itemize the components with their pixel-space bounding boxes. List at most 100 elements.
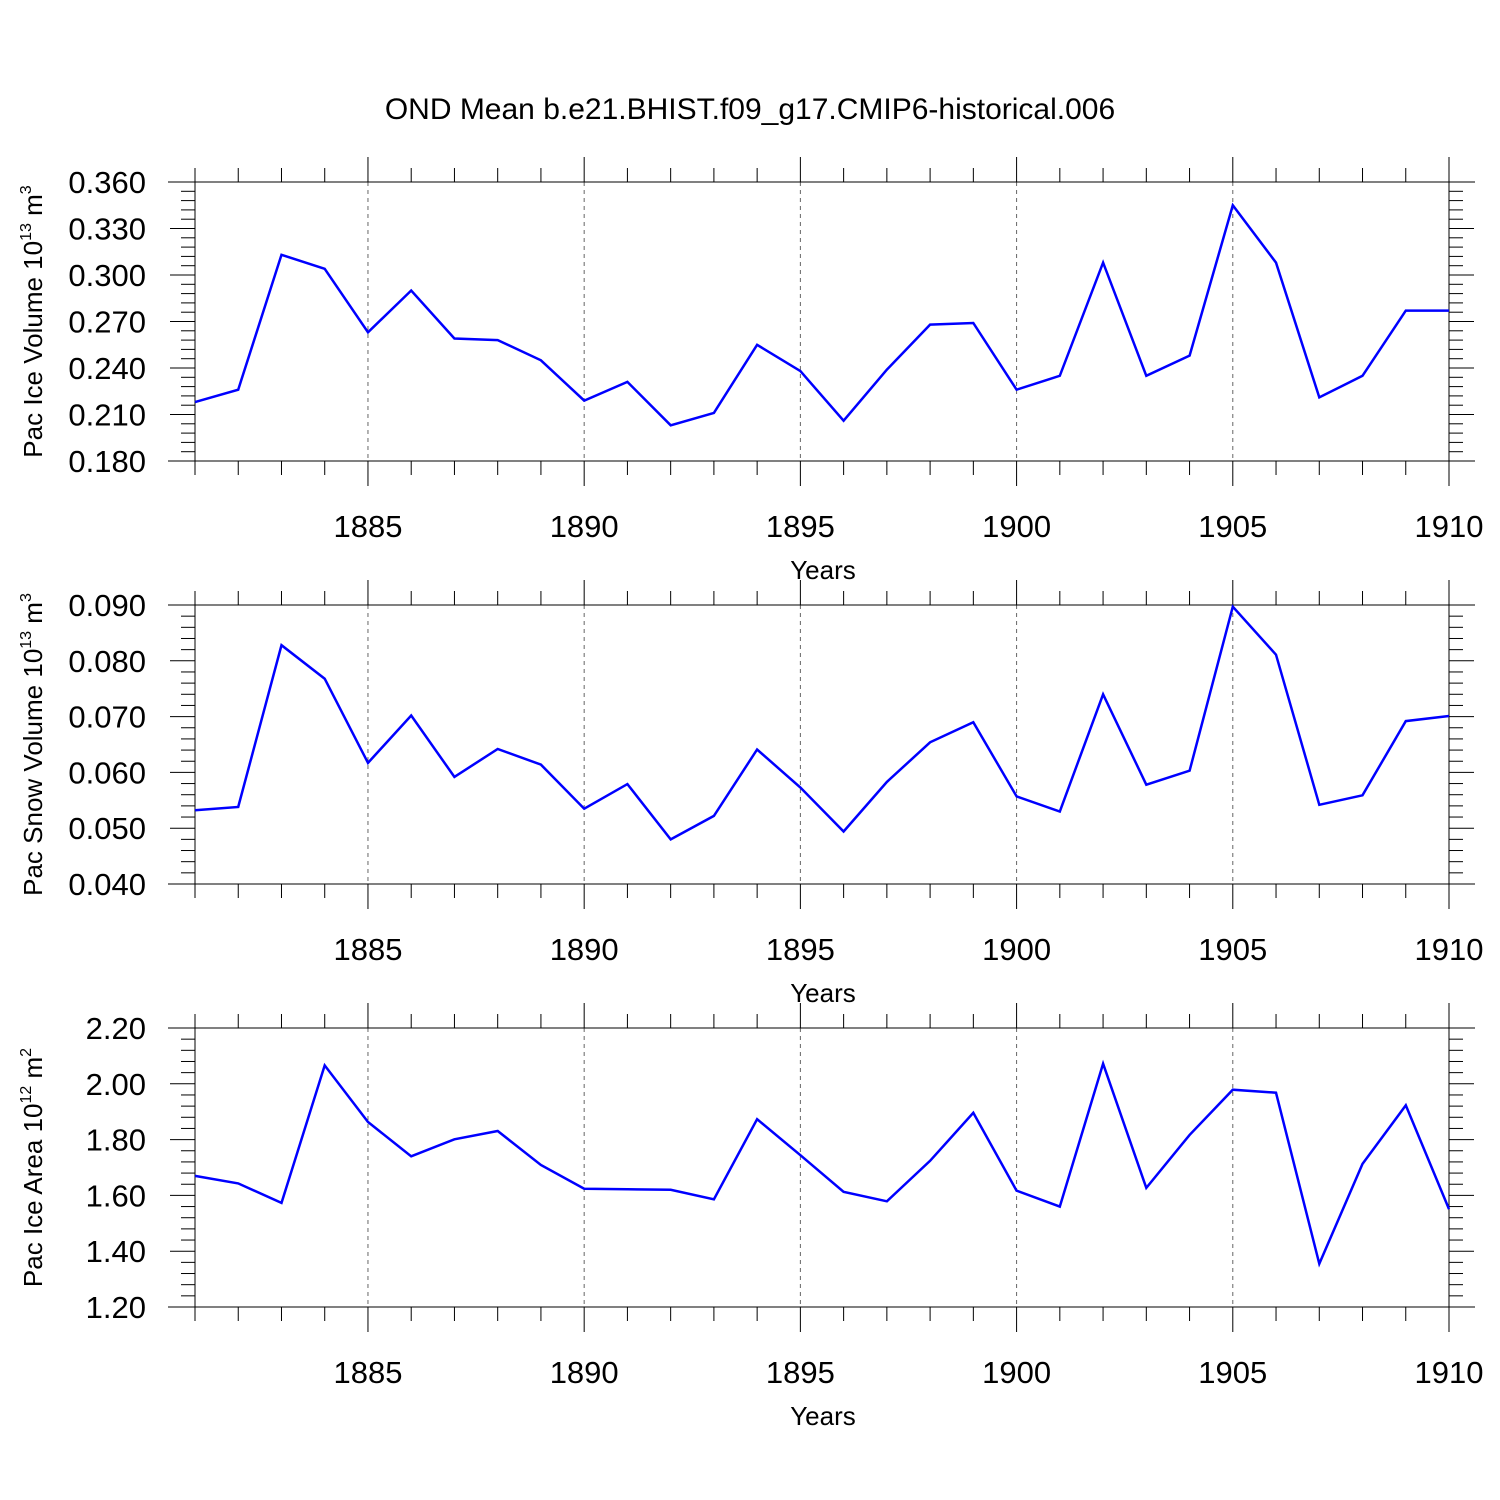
- y-axis-label-base: Pac Snow Volume 10: [18, 649, 48, 896]
- data-point-1900: [1016, 389, 1018, 391]
- panel-2: 1885 1890 1895 1900 1905 1910 0.040 0.050 0.060 0…: [18, 580, 1483, 1008]
- data-point-1901: [1059, 1206, 1061, 1208]
- data-point-1884: [324, 268, 326, 270]
- y-tick-label-1.60: 1.60: [86, 1178, 146, 1213]
- data-point-1889: [540, 359, 542, 361]
- data-point-1909: [1405, 720, 1407, 722]
- data-point-1894: [756, 1118, 758, 1120]
- data-point-1905: [1232, 204, 1234, 206]
- panel-1: 1885 1890 1895 1900 1905 1910 0.180 0.210 0.240 0…: [18, 157, 1483, 585]
- chart-title: OND Mean b.e21.BHIST.f09_g17.CMIP6-histo…: [385, 93, 1115, 126]
- data-point-1907: [1318, 396, 1320, 398]
- y-tick-label-1.40: 1.40: [86, 1234, 146, 1269]
- data-point-1907: [1318, 804, 1320, 806]
- y-tick-label-0.060: 0.060: [68, 755, 146, 790]
- y-axis-label: Pac Ice Volume 1013 m3: [18, 185, 48, 458]
- y-tick-label-0.040: 0.040: [68, 867, 146, 902]
- data-point-1885: [367, 331, 369, 333]
- data-point-1890: [583, 1188, 585, 1190]
- data-point-1904: [1189, 770, 1191, 772]
- data-point-1906: [1275, 1092, 1277, 1094]
- data-point-1882: [237, 389, 239, 391]
- x-axis-label: Years: [790, 1401, 856, 1431]
- data-point-1885: [367, 762, 369, 764]
- data-point-1883: [280, 1202, 282, 1204]
- data-point-1886: [410, 290, 412, 292]
- data-point-1908: [1362, 375, 1364, 377]
- data-point-1898: [929, 324, 931, 326]
- y-tick-label-0.210: 0.210: [68, 398, 146, 433]
- y-tick-label-1.20: 1.20: [86, 1290, 146, 1325]
- y-axis-label: Pac Snow Volume 1013 m3: [18, 593, 48, 896]
- data-point-1899: [972, 1112, 974, 1114]
- data-point-1903: [1145, 1187, 1147, 1189]
- data-point-1888: [497, 339, 499, 341]
- x-tick-label-1885: 1885: [333, 932, 402, 967]
- x-tick-label-1895: 1895: [766, 509, 835, 544]
- y-axis-label-exponent: 13: [18, 223, 35, 241]
- data-point-1897: [886, 781, 888, 783]
- y-axis-label-base: Pac Ice Volume 10: [18, 241, 48, 458]
- data-point-1895: [799, 786, 801, 788]
- x-tick-label-1890: 1890: [550, 932, 619, 967]
- data-point-1888: [497, 1130, 499, 1132]
- data-point-1908: [1362, 1163, 1364, 1165]
- data-point-1893: [713, 1198, 715, 1200]
- data-point-1901: [1059, 810, 1061, 812]
- x-tick-label-1905: 1905: [1198, 509, 1267, 544]
- series-line-1: [194, 202, 1449, 427]
- x-tick-label-1885: 1885: [333, 1355, 402, 1390]
- y-tick-label-0.240: 0.240: [68, 351, 146, 386]
- data-point-1895: [799, 370, 801, 372]
- data-point-1900: [1016, 795, 1018, 797]
- y-axis-label-unit: m: [18, 602, 48, 631]
- data-point-1889: [540, 764, 542, 766]
- data-point-1881: [194, 1175, 196, 1177]
- y-axis-label-exponent: 12: [18, 1086, 35, 1104]
- y-axis-label: Pac Ice Area 1012 m2: [18, 1048, 48, 1287]
- y-tick-label-0.330: 0.330: [68, 212, 146, 247]
- data-point-1909: [1405, 310, 1407, 312]
- data-point-1889: [540, 1164, 542, 1166]
- x-tick-label-1895: 1895: [766, 932, 835, 967]
- data-point-1899: [972, 322, 974, 324]
- data-point-1910: [1448, 715, 1450, 717]
- y-axis-label-unit-exponent: 3: [18, 185, 35, 194]
- x-tick-label-1910: 1910: [1415, 932, 1484, 967]
- data-point-1900: [1016, 1190, 1018, 1192]
- data-point-1886: [410, 1155, 412, 1157]
- data-point-1892: [670, 424, 672, 426]
- x-tick-label-1905: 1905: [1198, 1355, 1267, 1390]
- data-point-1898: [929, 741, 931, 743]
- y-tick-label-0.300: 0.300: [68, 258, 146, 293]
- data-point-1884: [324, 1064, 326, 1066]
- data-point-1902: [1102, 1063, 1104, 1065]
- x-tick-label-1890: 1890: [550, 1355, 619, 1390]
- data-point-1904: [1189, 1134, 1191, 1136]
- data-point-1891: [626, 1188, 628, 1190]
- x-tick-label-1900: 1900: [982, 932, 1051, 967]
- data-point-1890: [583, 400, 585, 402]
- x-tick-label-1890: 1890: [550, 509, 619, 544]
- data-point-1893: [713, 412, 715, 414]
- data-point-1910: [1448, 1208, 1450, 1210]
- data-point-1883: [280, 644, 282, 646]
- data-point-1897: [886, 369, 888, 371]
- x-tick-label-1900: 1900: [982, 1355, 1051, 1390]
- x-tick-label-1895: 1895: [766, 1355, 835, 1390]
- y-tick-label-0.050: 0.050: [68, 811, 146, 846]
- data-point-1892: [670, 838, 672, 840]
- data-point-1908: [1362, 794, 1364, 796]
- data-point-1894: [756, 344, 758, 346]
- data-point-1893: [713, 815, 715, 817]
- data-point-1882: [237, 1182, 239, 1184]
- panel-3: 1885 1890 1895 1900 1905 1910 1.20 1.40 1.60 1.80…: [18, 1003, 1483, 1431]
- data-point-1910: [1448, 310, 1450, 312]
- data-point-1890: [583, 808, 585, 810]
- y-tick-label-2.00: 2.00: [86, 1067, 146, 1102]
- y-tick-label-0.080: 0.080: [68, 644, 146, 679]
- y-tick-label-1.80: 1.80: [86, 1123, 146, 1158]
- data-point-1887: [453, 776, 455, 778]
- data-point-1903: [1145, 375, 1147, 377]
- data-point-1894: [756, 749, 758, 751]
